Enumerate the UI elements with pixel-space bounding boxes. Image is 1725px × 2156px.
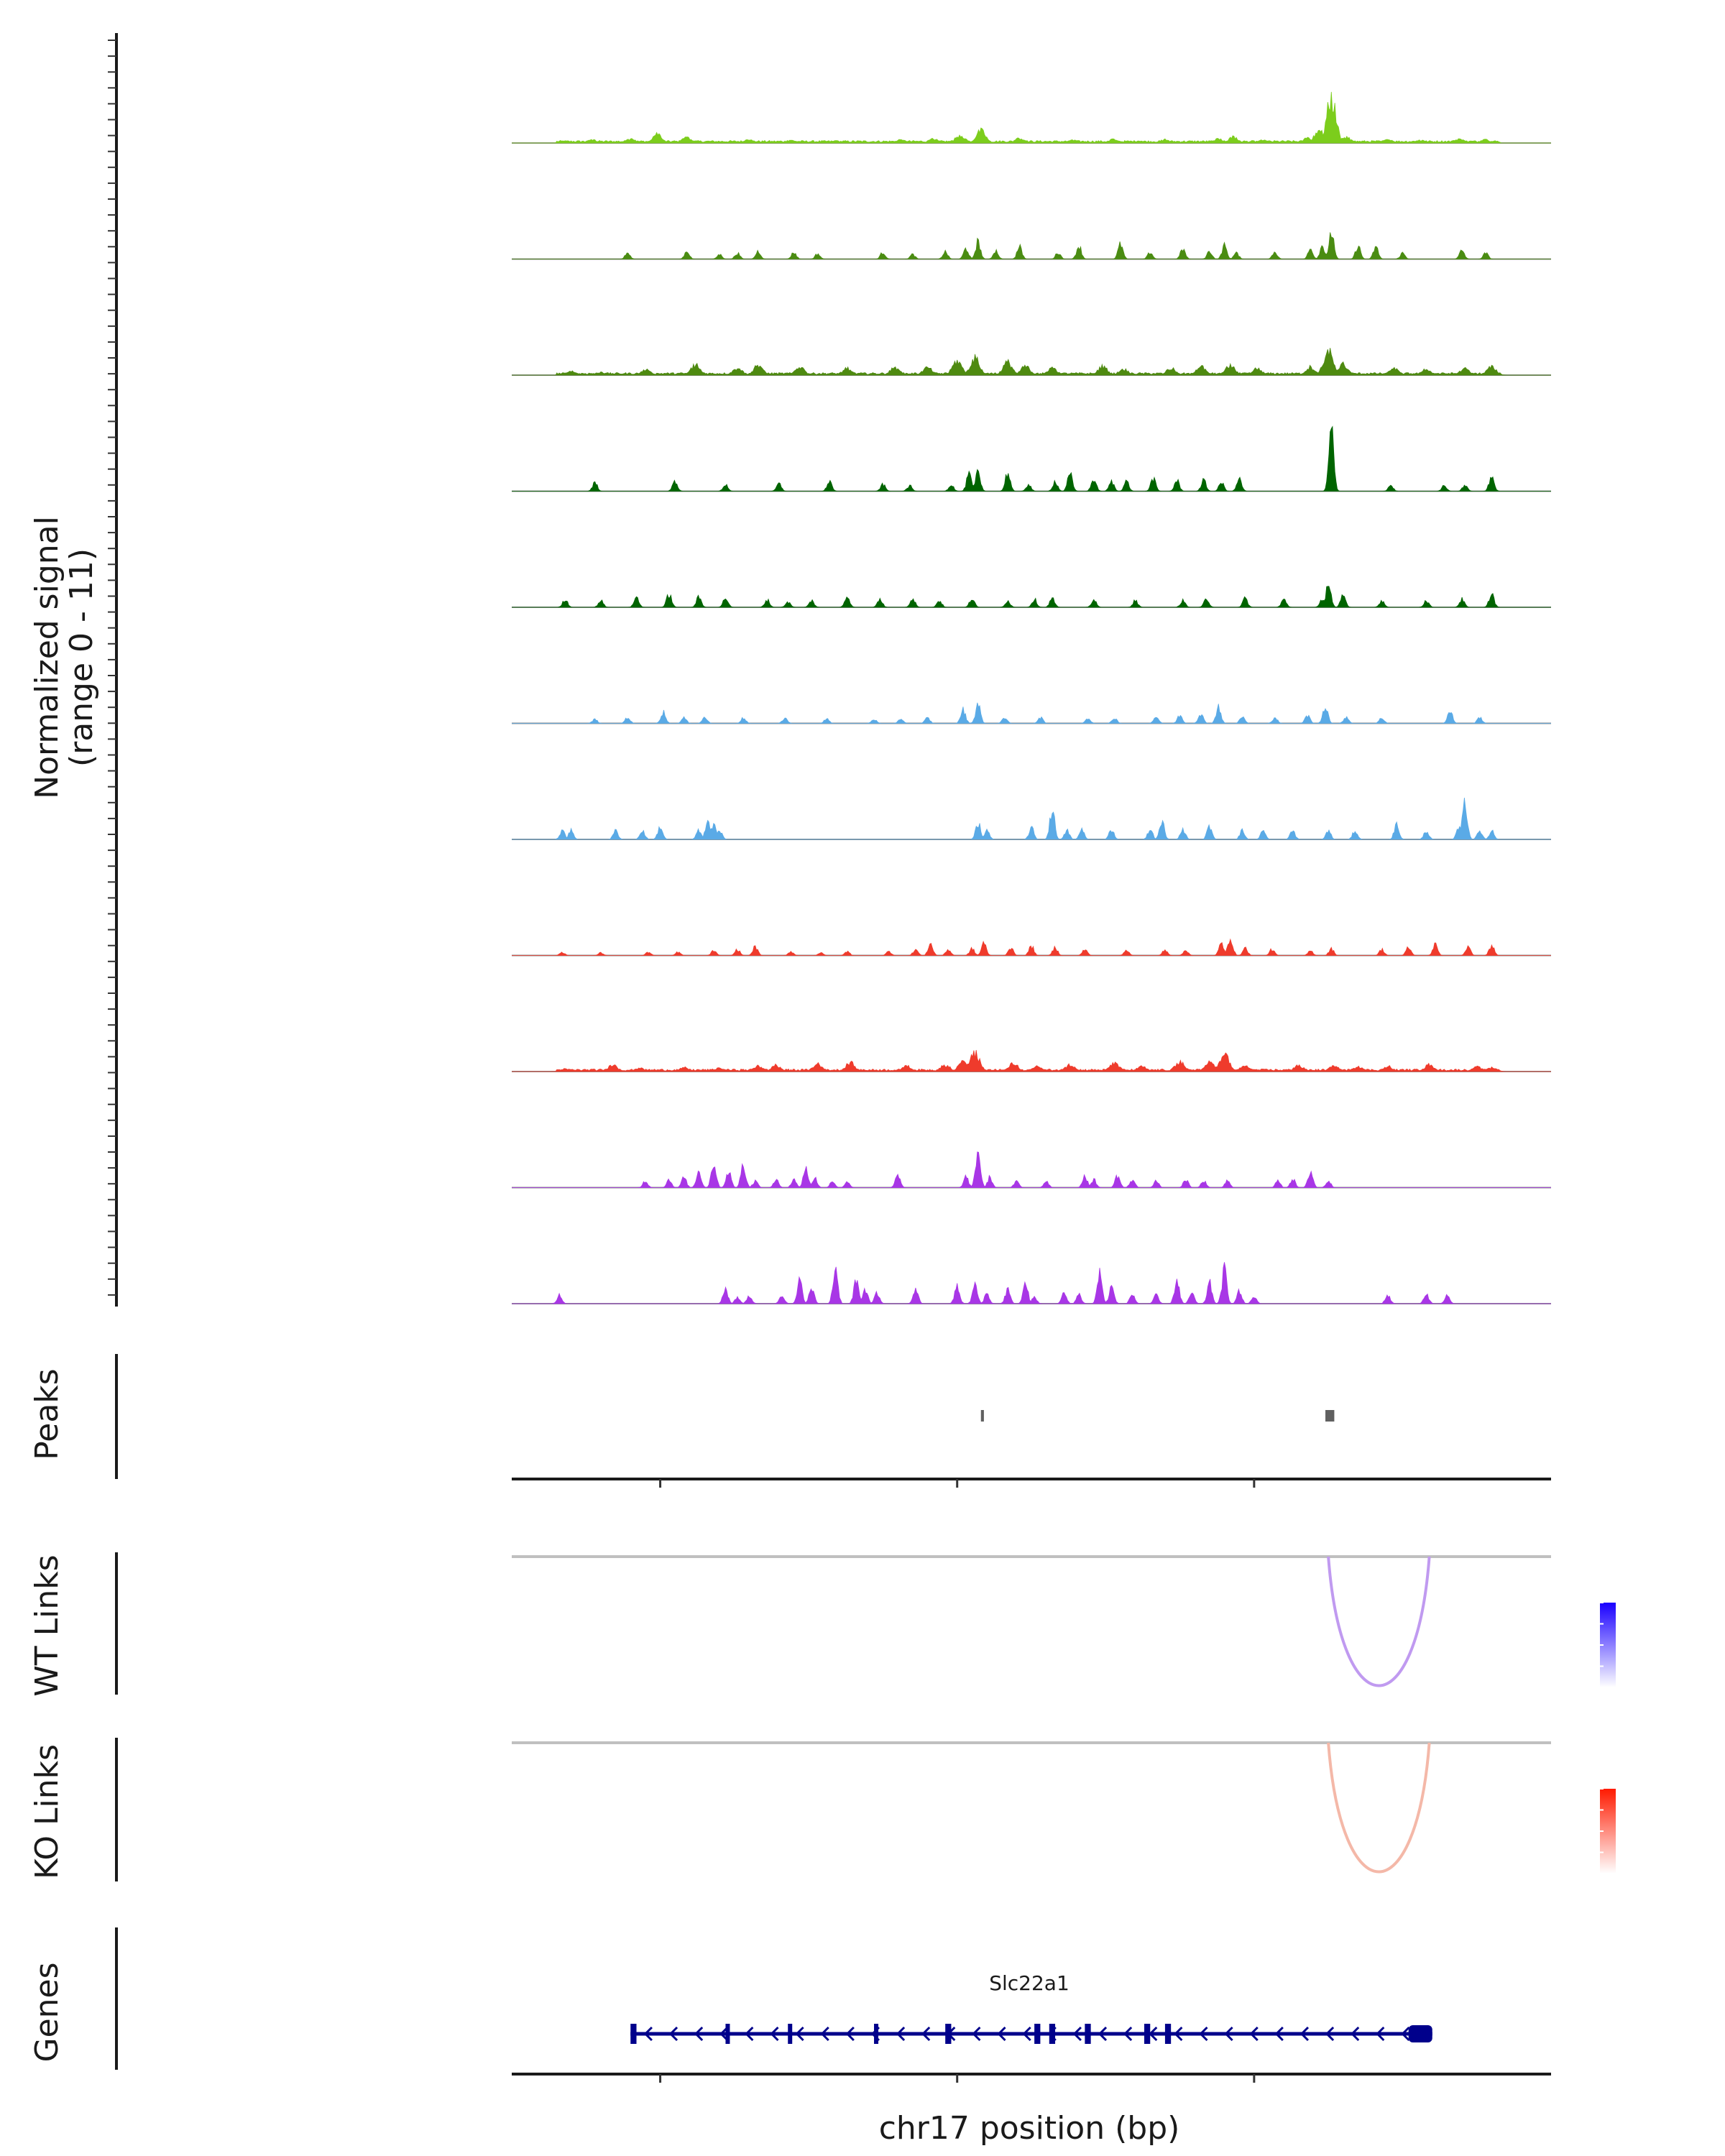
strand-arrow: [1098, 2026, 1108, 2042]
track-10: [512, 1262, 1551, 1304]
gene-exon: [1408, 2025, 1432, 2042]
strand-arrow: [1249, 2026, 1259, 2042]
strand-arrow: [1401, 2026, 1410, 2042]
track-5: [512, 702, 1551, 724]
x-axis-top: [512, 1478, 1551, 1488]
ko-links-label: KO Links: [29, 1744, 65, 1879]
track-9: [512, 1151, 1551, 1189]
strand-arrow: [1224, 2026, 1233, 2042]
coverage-area: [512, 348, 1551, 376]
strand-arrow: [1325, 2026, 1335, 2042]
wt-links-label: WT Links: [29, 1554, 65, 1696]
strand-arrow: [845, 2026, 855, 2042]
coverage-area: [512, 232, 1551, 259]
gene-exon: [945, 2024, 952, 2044]
strand-arrow: [643, 2026, 653, 2042]
links-track-1: [115, 1738, 1616, 1881]
legend-colorbar: [1600, 1603, 1616, 1687]
strand-arrow: [1149, 2026, 1158, 2042]
link-arc: [1327, 1556, 1431, 1687]
gene-exon: [630, 2024, 637, 2044]
track-8: [512, 1050, 1551, 1072]
strand-arrow: [997, 2026, 1006, 2042]
strand-arrow: [972, 2026, 981, 2042]
gene-exon: [788, 2024, 793, 2044]
track-6: [512, 798, 1551, 840]
strand-arrow: [896, 2026, 906, 2042]
coverage-area: [512, 1262, 1551, 1304]
links-panel: [115, 1552, 1616, 1881]
strand-arrow: [921, 2026, 931, 2042]
track-4: [512, 586, 1551, 608]
coverage-area: [512, 798, 1551, 840]
track-0: [512, 91, 1551, 144]
gene-exon: [874, 2024, 879, 2044]
strand-arrow: [1274, 2026, 1284, 2042]
coverage-area: [512, 1050, 1551, 1072]
gene-name-label: Slc22a1: [989, 1971, 1070, 1995]
gene-exon: [1085, 2024, 1091, 2044]
genes-panel: [115, 1927, 1432, 2070]
coverage-area: [512, 938, 1551, 956]
gene-exon: [1144, 2024, 1151, 2044]
signal-panel: [108, 33, 1551, 1307]
strand-arrow: [1351, 2026, 1360, 2042]
strand-arrow: [719, 2026, 729, 2042]
strand-arrow: [770, 2026, 779, 2042]
peak-interval: [980, 1410, 984, 1422]
strand-arrow: [1123, 2026, 1133, 2042]
signal-ylabel-line1: Normalized signal: [29, 516, 65, 799]
x-axis-title: chr17 position (bp): [879, 2110, 1180, 2147]
gene-exon: [1034, 2024, 1041, 2044]
peak-interval: [1325, 1410, 1335, 1422]
track-1: [512, 232, 1551, 260]
strand-arrow: [668, 2026, 678, 2042]
track-2: [512, 348, 1551, 376]
x-axis-bottom: [512, 2073, 1551, 2083]
track-3: [512, 425, 1551, 492]
peaks-panel-label: Peaks: [29, 1368, 65, 1460]
strand-arrow: [1376, 2026, 1385, 2042]
coverage-area: [512, 1151, 1551, 1188]
strand-arrow: [795, 2026, 804, 2042]
gene-exon: [1164, 2024, 1172, 2044]
coverage-area: [512, 425, 1551, 492]
links-track-0: [115, 1552, 1616, 1695]
strand-arrow: [1300, 2026, 1310, 2042]
gene-exon: [725, 2024, 730, 2044]
legend-colorbar: [1600, 1789, 1616, 1874]
coverage-area: [512, 91, 1551, 144]
signal-ylabel-line2: (range 0 - 11): [63, 548, 100, 767]
strand-arrow: [1072, 2026, 1082, 2042]
track-7: [512, 938, 1551, 957]
strand-arrow: [820, 2026, 829, 2042]
link-arc: [1327, 1742, 1431, 1874]
genes-panel-label: Genes: [29, 1962, 65, 2062]
peaks-panel: [115, 1354, 1335, 1479]
coverage-area: [512, 702, 1551, 724]
strand-arrow: [694, 2026, 704, 2042]
coverage-area: [512, 586, 1551, 608]
strand-arrow: [745, 2026, 754, 2042]
strand-arrow: [1174, 2026, 1183, 2042]
strand-arrow: [1199, 2026, 1208, 2042]
gene-exon: [1049, 2024, 1056, 2044]
strand-arrow: [1022, 2026, 1031, 2042]
